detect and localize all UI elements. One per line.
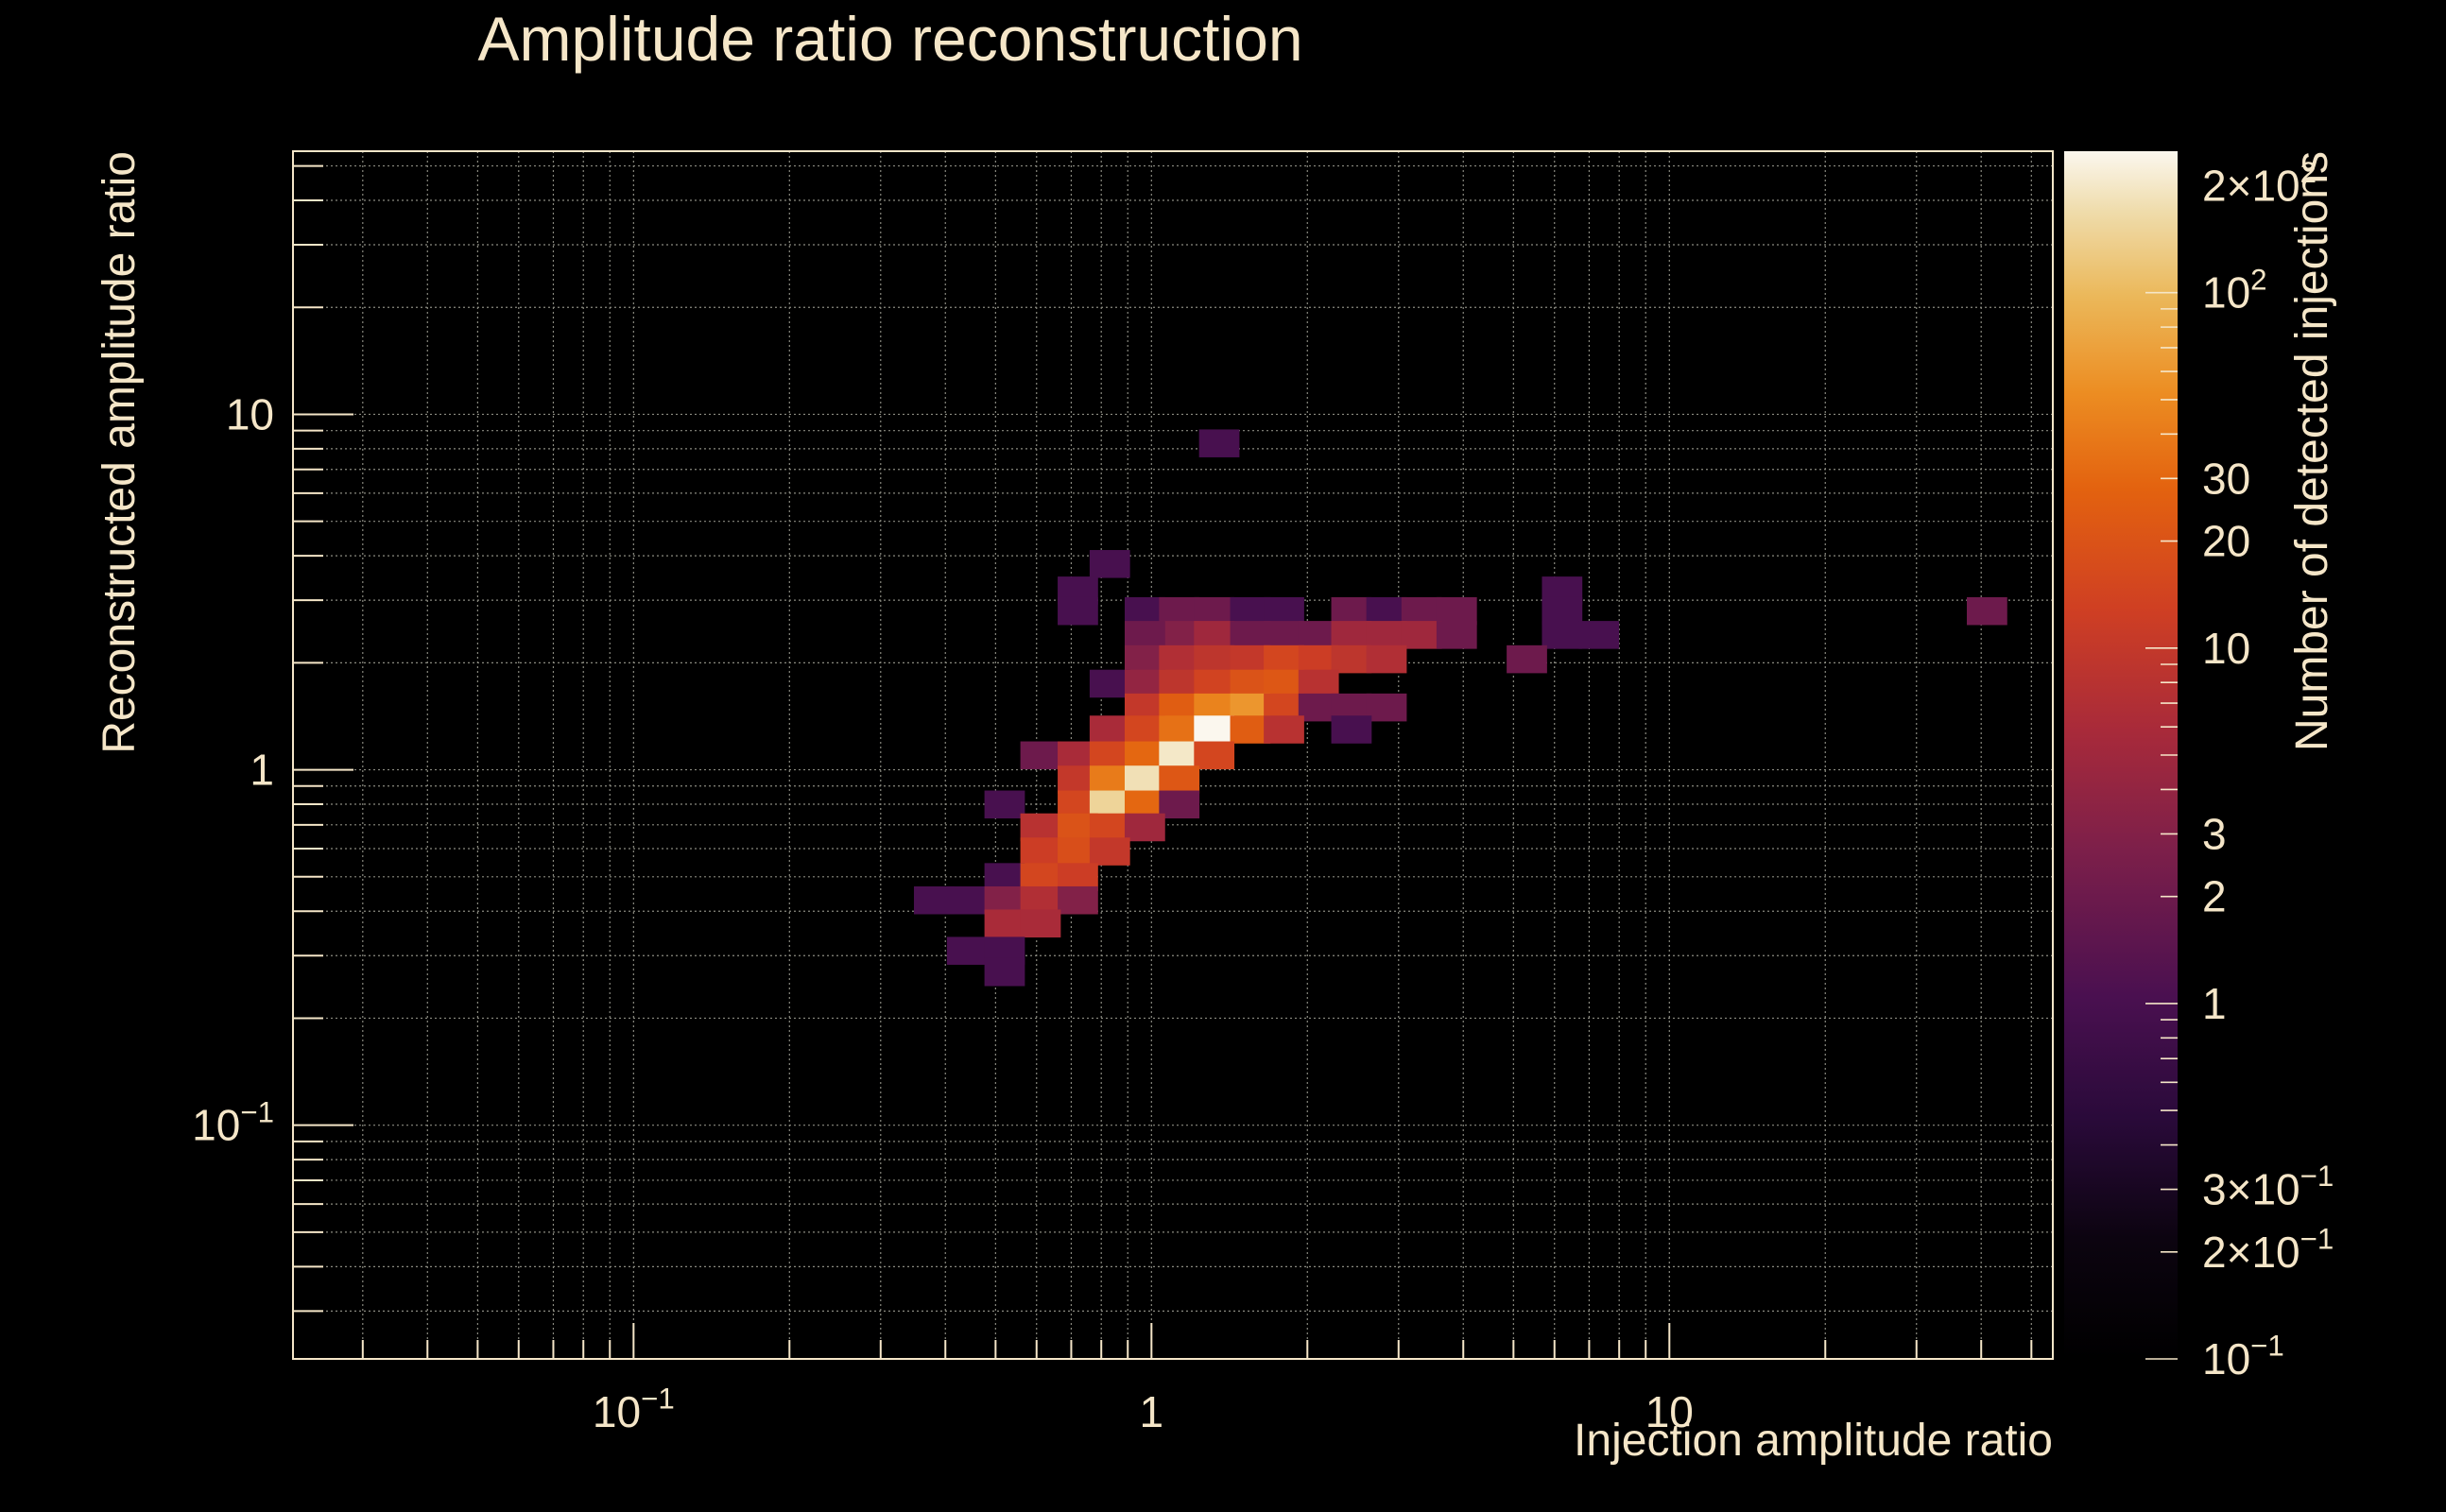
heatmap-cell bbox=[1366, 644, 1407, 674]
heatmap-cell bbox=[1264, 669, 1304, 698]
heatmap-cell bbox=[1194, 621, 1235, 649]
heatmap-cell bbox=[1020, 863, 1061, 891]
heatmap-cell bbox=[1331, 596, 1372, 626]
heatmap-cell bbox=[1089, 550, 1130, 578]
colorbar-tick-label: 20 bbox=[2202, 517, 2250, 566]
heatmap-cell bbox=[1578, 621, 1620, 649]
heatmap-cell bbox=[1159, 765, 1200, 794]
heatmap-cell bbox=[1089, 765, 1130, 794]
heatmap-cell bbox=[1124, 741, 1165, 770]
colorbar-tick-label: 2×102 bbox=[2202, 156, 2317, 210]
colorbar-tick-label: 1 bbox=[2202, 979, 2227, 1028]
colorbar-tick-label: 102 bbox=[2202, 263, 2267, 317]
axis-ticks bbox=[293, 164, 2033, 1359]
heatmap-cell bbox=[1366, 621, 1407, 649]
heatmap-cell bbox=[1020, 837, 1061, 866]
heatmap-cell bbox=[946, 936, 988, 965]
heatmap-cell bbox=[1058, 885, 1098, 915]
heatmap-cell bbox=[1194, 715, 1235, 744]
axis-tick-labels: 10−1 1 10 10−1 1 10 bbox=[192, 389, 1694, 1436]
heatmap-cell bbox=[1089, 741, 1130, 770]
heatmap-cell bbox=[1058, 596, 1098, 626]
colorbar-tick-label: 10 bbox=[2202, 624, 2250, 673]
heatmap-cell bbox=[1436, 596, 1477, 626]
colorbar-ticks bbox=[2145, 184, 2178, 1360]
heatmap-cell bbox=[1124, 644, 1165, 674]
heatmap-cell bbox=[1159, 596, 1200, 626]
heatmap-cell bbox=[1124, 715, 1165, 744]
heatmap-cell bbox=[1159, 644, 1200, 674]
heatmap-cell bbox=[1194, 669, 1235, 698]
heatmap-cell bbox=[1159, 741, 1200, 770]
heatmap-cell bbox=[1159, 621, 1200, 649]
heatmap-cell bbox=[1020, 813, 1061, 842]
heatmap-cell bbox=[1124, 765, 1165, 794]
heatmap-cell bbox=[984, 790, 1025, 819]
colorbar-tick-labels: 2×102 102 30 20 10 3 2 1 3×10−1 2×10−1 10−1 bbox=[2202, 156, 2334, 1383]
heatmap-cell bbox=[1089, 837, 1130, 866]
heatmap-cell bbox=[1159, 669, 1200, 698]
heatmap-cell bbox=[1436, 621, 1477, 649]
colorbar-tick-label: 10−1 bbox=[2202, 1330, 2284, 1383]
heatmap-cell bbox=[1124, 596, 1165, 626]
heatmap-cell bbox=[1089, 669, 1130, 698]
heatmap-cell bbox=[1124, 813, 1165, 842]
heatmap-cell bbox=[1089, 813, 1130, 842]
heatmap-cell bbox=[1020, 909, 1061, 938]
x-axis-title: Injection amplitude ratio bbox=[1574, 1416, 2053, 1466]
x-tick-label: 10 bbox=[1645, 1387, 1694, 1436]
heatmap-cell bbox=[1124, 669, 1165, 698]
heatmap-cell bbox=[1264, 715, 1304, 744]
heatmap-cell bbox=[1194, 644, 1235, 674]
y-tick-label: 10−1 bbox=[192, 1095, 274, 1149]
heatmap-cell bbox=[1967, 596, 2007, 626]
heatmap-cell bbox=[984, 957, 1025, 987]
heatmap-cell bbox=[1194, 596, 1235, 626]
heatmap-cell bbox=[1020, 741, 1061, 770]
heatmap-cell bbox=[1366, 596, 1407, 626]
heatmap-cell bbox=[1401, 621, 1442, 649]
colorbar-tick-label: 30 bbox=[2202, 454, 2250, 503]
colorbar-title: Number of detected injections bbox=[2287, 151, 2337, 751]
heatmap-cell bbox=[1159, 715, 1200, 744]
heatmap-cell bbox=[1194, 741, 1235, 770]
plot-frame bbox=[292, 150, 2054, 1360]
x-tick-label: 10−1 bbox=[593, 1383, 675, 1436]
heatmap-cell bbox=[1058, 863, 1098, 891]
heatmap-cell bbox=[1331, 715, 1372, 744]
heatmap-cell bbox=[1401, 596, 1442, 626]
x-tick-label: 1 bbox=[1140, 1387, 1164, 1436]
y-tick-label: 1 bbox=[250, 746, 274, 795]
heatmap-cell bbox=[1542, 621, 1583, 649]
heatmap-cell bbox=[984, 863, 1025, 891]
heatmap-cell bbox=[946, 885, 988, 915]
colorbar-tick-label: 3×10−1 bbox=[2202, 1160, 2334, 1213]
chart-title: Amplitude ratio reconstruction bbox=[477, 4, 1302, 74]
heatmap-cell bbox=[1264, 644, 1304, 674]
heatmap-cell bbox=[1264, 596, 1304, 626]
heatmap-cell bbox=[1089, 715, 1130, 744]
colorbar-tick-label: 2 bbox=[2202, 872, 2227, 921]
heatmap-cell bbox=[1542, 596, 1583, 626]
y-axis-title: Reconstructed amplitude ratio bbox=[95, 151, 145, 754]
colorbar-tick-label: 3 bbox=[2202, 809, 2227, 858]
heatmap-cell bbox=[1298, 669, 1339, 698]
heatmap-cell bbox=[1264, 621, 1304, 649]
heatmap-cell bbox=[1331, 644, 1372, 674]
heatmap-cell bbox=[1507, 644, 1547, 674]
heatmap-cell bbox=[1124, 621, 1165, 649]
heatmap-cell bbox=[1159, 790, 1200, 819]
heatmap-cell bbox=[1366, 693, 1407, 722]
heatmap-cell bbox=[984, 909, 1025, 938]
y-tick-label: 10 bbox=[226, 389, 274, 438]
colorbar bbox=[2064, 151, 2178, 1359]
heatmap-cell bbox=[1331, 621, 1372, 649]
heatmap-cell bbox=[1198, 429, 1240, 457]
colorbar-tick-label: 2×10−1 bbox=[2202, 1222, 2334, 1276]
heatmap-cells bbox=[913, 429, 2007, 987]
